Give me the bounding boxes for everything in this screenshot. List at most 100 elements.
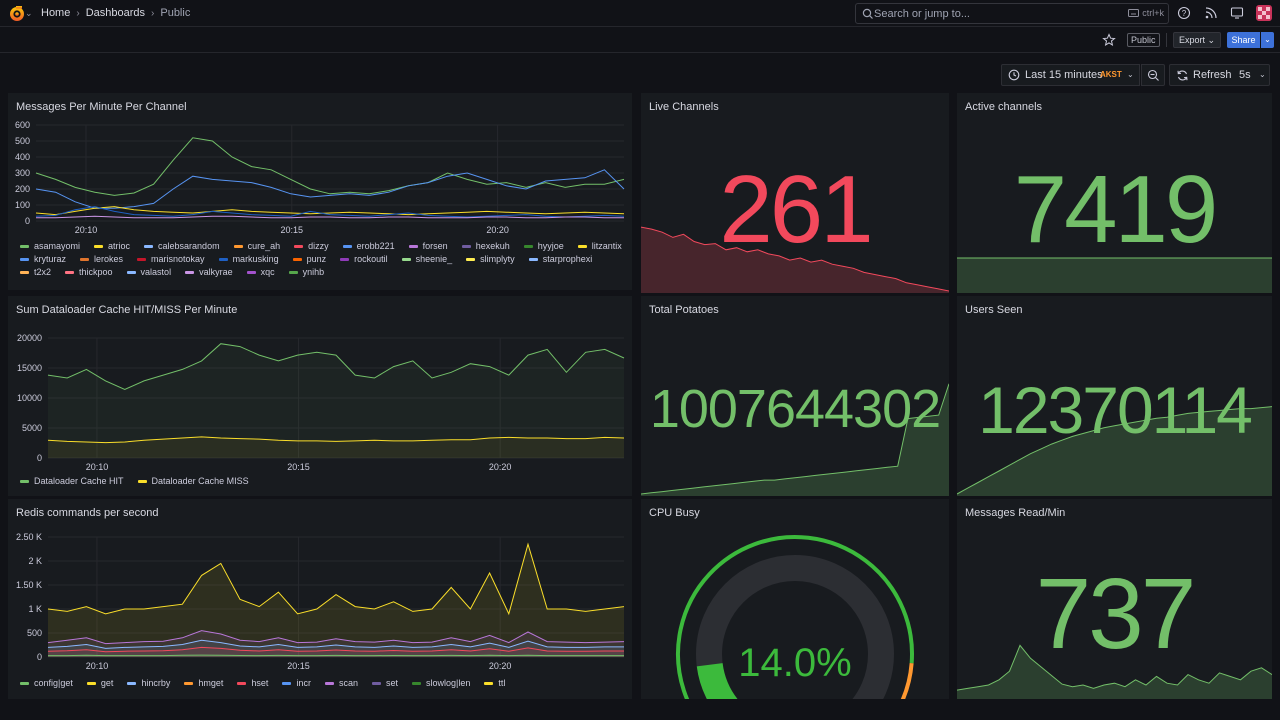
y-tick-label: 100	[15, 200, 30, 210]
legend-item[interactable]: t2x2	[20, 267, 51, 277]
legend-item[interactable]: erobb221	[342, 241, 395, 251]
legend-label: punz	[306, 254, 327, 264]
x-tick-label: 20:10	[86, 462, 109, 472]
legend-item[interactable]: cure_ah	[233, 241, 280, 251]
series-line	[48, 654, 624, 657]
panel-users-seen: Users Seen 12370114	[957, 296, 1272, 496]
x-tick-label: 20:10	[75, 225, 98, 235]
panel-title: Messages Per Minute Per Channel	[16, 101, 187, 113]
legend-item[interactable]: forsen	[408, 241, 448, 251]
legend-item[interactable]: scan	[324, 678, 358, 688]
breadcrumb: Home › Dashboards › Public	[41, 7, 190, 19]
legend-item[interactable]: slimplyty	[466, 254, 515, 264]
legend-item[interactable]: incr	[282, 678, 311, 688]
y-tick-label: 0	[25, 216, 30, 226]
legend-item[interactable]: ttl	[484, 678, 505, 688]
y-tick-label: 20000	[17, 333, 42, 343]
dashboard-toolbar: Public Export ⌄ Share ⌄	[0, 27, 1280, 53]
y-tick-label: 500	[15, 136, 30, 146]
legend-item[interactable]: hyyjoe	[523, 241, 564, 251]
search-input[interactable]	[874, 6, 1074, 21]
legend-label: incr	[296, 678, 311, 688]
legend-item[interactable]: asamayomi	[20, 241, 80, 251]
legend-item[interactable]: hincrby	[127, 678, 170, 688]
legend-item[interactable]: ynihb	[288, 267, 325, 277]
refresh-interval[interactable]: 5s	[1239, 69, 1251, 81]
legend-item[interactable]: hset	[237, 678, 268, 688]
legend-item[interactable]: thickpoo	[65, 267, 113, 277]
user-avatar[interactable]	[1256, 5, 1272, 21]
dataloader-timeseries-chart: 0 5000 10000 15000 20000 20:10 20:15 20:20	[17, 333, 625, 472]
legend-label: scan	[338, 678, 358, 688]
legend-item[interactable]: punz	[292, 254, 327, 264]
legend-swatch	[65, 270, 75, 274]
legend-item[interactable]: get	[86, 678, 114, 688]
gauge-threshold-orange	[900, 663, 914, 699]
legend-item[interactable]: config|get	[20, 678, 73, 688]
star-favorite-icon[interactable]	[1102, 33, 1116, 47]
time-range-picker[interactable]: Last 15 minutes AKST ⌄	[1001, 64, 1140, 86]
legend-swatch	[218, 257, 228, 261]
legend-item[interactable]: marisnotokay	[137, 254, 205, 264]
series-line	[47, 542, 625, 616]
export-button[interactable]: Export ⌄	[1173, 32, 1222, 48]
breadcrumb-current: Public	[160, 7, 191, 19]
search-box[interactable]: ctrl+k	[855, 3, 1169, 24]
legend-item[interactable]: set	[371, 678, 398, 688]
legend-item[interactable]: sheenie_	[401, 254, 452, 264]
legend-item[interactable]: calebsarandom	[144, 241, 220, 251]
legend-label: xqc	[260, 267, 275, 277]
breadcrumb-dashboards[interactable]: Dashboards	[85, 7, 146, 19]
legend-swatch	[94, 244, 104, 248]
sparkline-area	[641, 227, 949, 293]
legend-label: hmget	[198, 678, 224, 688]
legend-item[interactable]: Dataloader Cache MISS	[137, 476, 249, 486]
legend-item[interactable]: starprophexi	[528, 254, 592, 264]
legend-item[interactable]: xqc	[246, 267, 275, 277]
panel-total-potatoes: Total Potatoes 1007644302	[641, 296, 949, 496]
chevron-down-icon[interactable]: ⌄	[25, 8, 33, 18]
legend-swatch	[126, 270, 136, 274]
share-options-chevron-icon[interactable]: ⌄	[1261, 32, 1274, 48]
series-line	[47, 630, 625, 645]
help-icon[interactable]: ?	[1177, 6, 1191, 20]
timezone-badge: AKST	[1100, 70, 1122, 79]
legend-swatch	[484, 681, 494, 685]
legend-item[interactable]: rockoutil	[340, 254, 388, 264]
stat-value: 7419	[1013, 156, 1219, 263]
legend-item[interactable]: slowlog|len	[411, 678, 470, 688]
kiosk-mode-icon[interactable]	[1230, 6, 1244, 20]
legend-item[interactable]: atrioc	[94, 241, 130, 251]
legend-label: get	[100, 678, 114, 688]
legend-item[interactable]: Dataloader Cache HIT	[20, 476, 124, 486]
legend-label: dizzy	[308, 241, 329, 251]
panel-dataloader-cache: Sum Dataloader Cache HIT/MISS Per Minute…	[8, 296, 632, 496]
legend-label: ynihb	[302, 267, 325, 277]
x-tick-label: 20:15	[287, 462, 310, 472]
sparkline-line	[641, 226, 949, 292]
legend-item[interactable]: dizzy	[294, 241, 329, 251]
export-label: Export	[1179, 35, 1206, 45]
legend-label: litzantix	[591, 241, 622, 251]
zoom-out-button[interactable]	[1141, 64, 1165, 86]
legend-item[interactable]: valkyrae	[185, 267, 233, 277]
legend-label: slimplyty	[480, 254, 515, 264]
legend-item[interactable]: lerokes	[80, 254, 123, 264]
grafana-logo-icon[interactable]	[8, 5, 26, 23]
legend-label: atrioc	[108, 241, 131, 251]
breadcrumb-home[interactable]: Home	[41, 7, 71, 19]
legend-item[interactable]: hmget	[184, 678, 223, 688]
legend-item[interactable]: markusking	[218, 254, 279, 264]
rss-news-icon[interactable]	[1204, 6, 1218, 20]
y-tick-label: 500	[27, 628, 42, 638]
share-button[interactable]: Share	[1227, 32, 1260, 48]
legend-item[interactable]: kryturaz	[20, 254, 66, 264]
legend-item[interactable]: litzantix	[577, 241, 622, 251]
legend-label: thickpoo	[79, 267, 113, 277]
refresh-button[interactable]: Refresh 5s ⌄	[1169, 64, 1270, 86]
users-seen-sparkline	[957, 406, 1272, 496]
time-range-label: Last 15 minutes	[1025, 69, 1103, 81]
shortcut-label: ctrl+k	[1142, 8, 1164, 18]
legend-item[interactable]: valastol	[126, 267, 171, 277]
legend-item[interactable]: hexekuh	[461, 241, 510, 251]
